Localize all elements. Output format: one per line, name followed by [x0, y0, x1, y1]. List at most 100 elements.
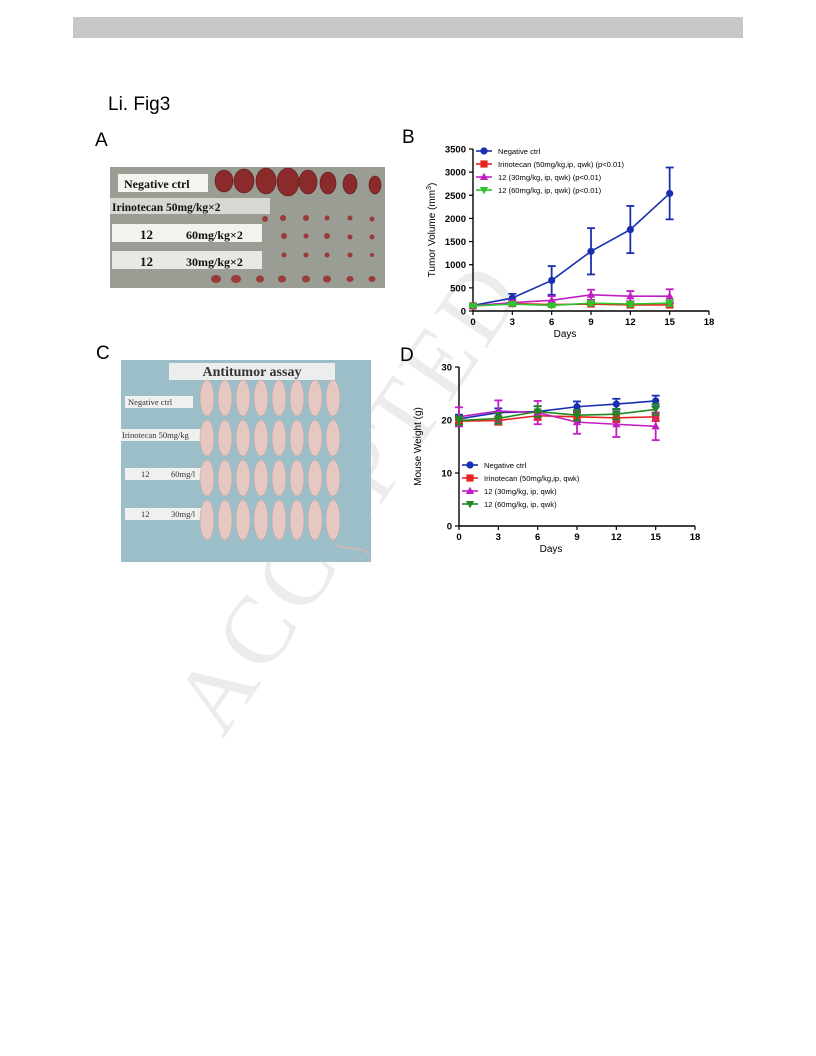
x-tick-label: 15: [650, 532, 661, 543]
legend-item: Irinotecan (50mg/kg,ip, qwk): [462, 474, 580, 483]
series-line: [472, 293, 670, 307]
data-point: [612, 420, 621, 428]
data-point: [612, 411, 621, 419]
series-3: [468, 299, 674, 311]
panel-label-b: B: [402, 127, 415, 148]
data-point: [547, 296, 556, 304]
header-bar: [73, 17, 743, 38]
series-line: [458, 408, 656, 422]
data-point: [468, 302, 478, 311]
label-strips: [121, 396, 201, 520]
x-tick-label: 9: [588, 317, 593, 328]
legend-label: Negative ctrl: [498, 147, 541, 156]
data-point: [494, 415, 503, 423]
y-tick-label: 10: [441, 469, 452, 480]
legend-label: 12 (60mg/kg, ip, qwk): [484, 500, 557, 509]
panel-label-c: C: [96, 343, 110, 364]
chart-b: 0 500 1000 1500 2000 2500 3000 3500 0 3 6 9 12 15 18 Da…: [426, 145, 714, 341]
photo-label-30: 30mg/l: [171, 509, 196, 519]
data-point: [651, 406, 660, 414]
data-point: [573, 403, 581, 411]
legend-item: 12 (30mg/kg, ip, qwk): [462, 486, 557, 496]
mouse-grid: [199, 379, 341, 541]
data-point: [508, 301, 517, 309]
photo-label-60: 60mg/l: [171, 469, 196, 479]
data-point: [666, 189, 674, 198]
series-line: [458, 414, 656, 422]
x-axis-label: Days: [554, 329, 577, 340]
photo-title: Antitumor assay: [203, 365, 302, 380]
x-tick-label: 0: [456, 532, 461, 543]
legend-item: Irinotecan (50mg/kg,ip, qwk) (p<0.01): [476, 160, 624, 169]
panel-label-a: A: [95, 130, 108, 151]
legend-label: Irinotecan (50mg/kg,ip, qwk) (p<0.01): [498, 160, 624, 169]
legend-marker: [465, 486, 475, 494]
legend-label: 12 (30mg/kg, ip, qwk): [484, 487, 557, 496]
x-tick-label: 12: [625, 317, 636, 328]
x-tick-label: 18: [704, 317, 715, 328]
series-line: [458, 400, 656, 420]
x-tick-label: 3: [510, 317, 515, 328]
y-tick-label: 0: [461, 307, 466, 318]
x-tick-label: 6: [535, 532, 540, 543]
y-tick-label: 1500: [445, 237, 466, 248]
legend-label: Irinotecan (50mg/kg,ip, qwk): [484, 474, 580, 483]
series-line: [472, 302, 670, 307]
data-point: [587, 247, 595, 255]
photo-label-negative: Negative ctrl: [124, 177, 190, 191]
legend-item: 12 (60mg/kg, ip, qwk) (p<0.01): [476, 186, 602, 195]
legend-item: 12 (30mg/kg, ip, qwk) (p<0.01): [476, 172, 602, 182]
data-point: [626, 291, 635, 300]
data-point: [572, 412, 582, 420]
x-tick-label: 18: [690, 532, 701, 543]
legend-marker: [480, 160, 488, 168]
mice-photo: Antitumor assay Negative ctrl Irinotecan…: [121, 360, 371, 562]
data-point: [548, 276, 556, 285]
figure-title: Li. Fig3: [108, 94, 171, 115]
x-tick-label: 6: [549, 317, 554, 328]
y-tick-label: 0: [447, 522, 452, 533]
tumor-row-large: [214, 167, 382, 197]
x-tick-label: 9: [574, 532, 579, 543]
y-tick-label: 500: [450, 283, 466, 294]
data-point: [547, 302, 556, 310]
data-point: [586, 300, 596, 308]
data-point: [572, 417, 582, 426]
y-axis-label: Mouse Weight (g): [413, 407, 424, 486]
legend-label: Negative ctrl: [484, 461, 527, 470]
tumor-rows-small: [211, 215, 376, 283]
y-tick-label: 2500: [445, 191, 466, 202]
data-point: [665, 300, 674, 308]
photo-label-12-a: 12: [140, 227, 153, 242]
legend-marker: [479, 172, 489, 180]
photo-label-irinotecan: Irinotecan 50mg/kg×2: [112, 202, 221, 214]
y-axis-label: Tumor Volume (mm3): [426, 183, 438, 278]
x-tick-label: 12: [611, 532, 622, 543]
y-tick-label: 1000: [445, 260, 466, 271]
legend-marker: [466, 461, 474, 469]
photo-label-12-b: 12: [141, 509, 150, 519]
legend-item: 12 (60mg/kg, ip, qwk): [462, 500, 557, 509]
photo-label-negative: Negative ctrl: [128, 397, 173, 407]
legend-item: Negative ctrl: [462, 461, 527, 470]
legend-marker: [466, 474, 474, 482]
data-point: [665, 291, 674, 300]
y-tick-label: 2000: [445, 214, 466, 225]
series-line: [458, 410, 656, 428]
data-point: [626, 225, 634, 234]
series-2: [468, 288, 674, 309]
data-point: [652, 397, 660, 405]
y-tick-label: 30: [441, 363, 452, 374]
data-point: [651, 422, 660, 430]
y-tick-label: 20: [441, 416, 452, 427]
y-tick-label: 3000: [445, 168, 466, 179]
panel-label-d: D: [400, 345, 414, 366]
series-line: [472, 192, 671, 307]
photo-label-12-b: 12: [140, 254, 153, 269]
series-3: [454, 403, 660, 426]
data-point: [533, 408, 542, 416]
x-tick-label: 0: [470, 317, 475, 328]
data-point: [586, 290, 596, 298]
